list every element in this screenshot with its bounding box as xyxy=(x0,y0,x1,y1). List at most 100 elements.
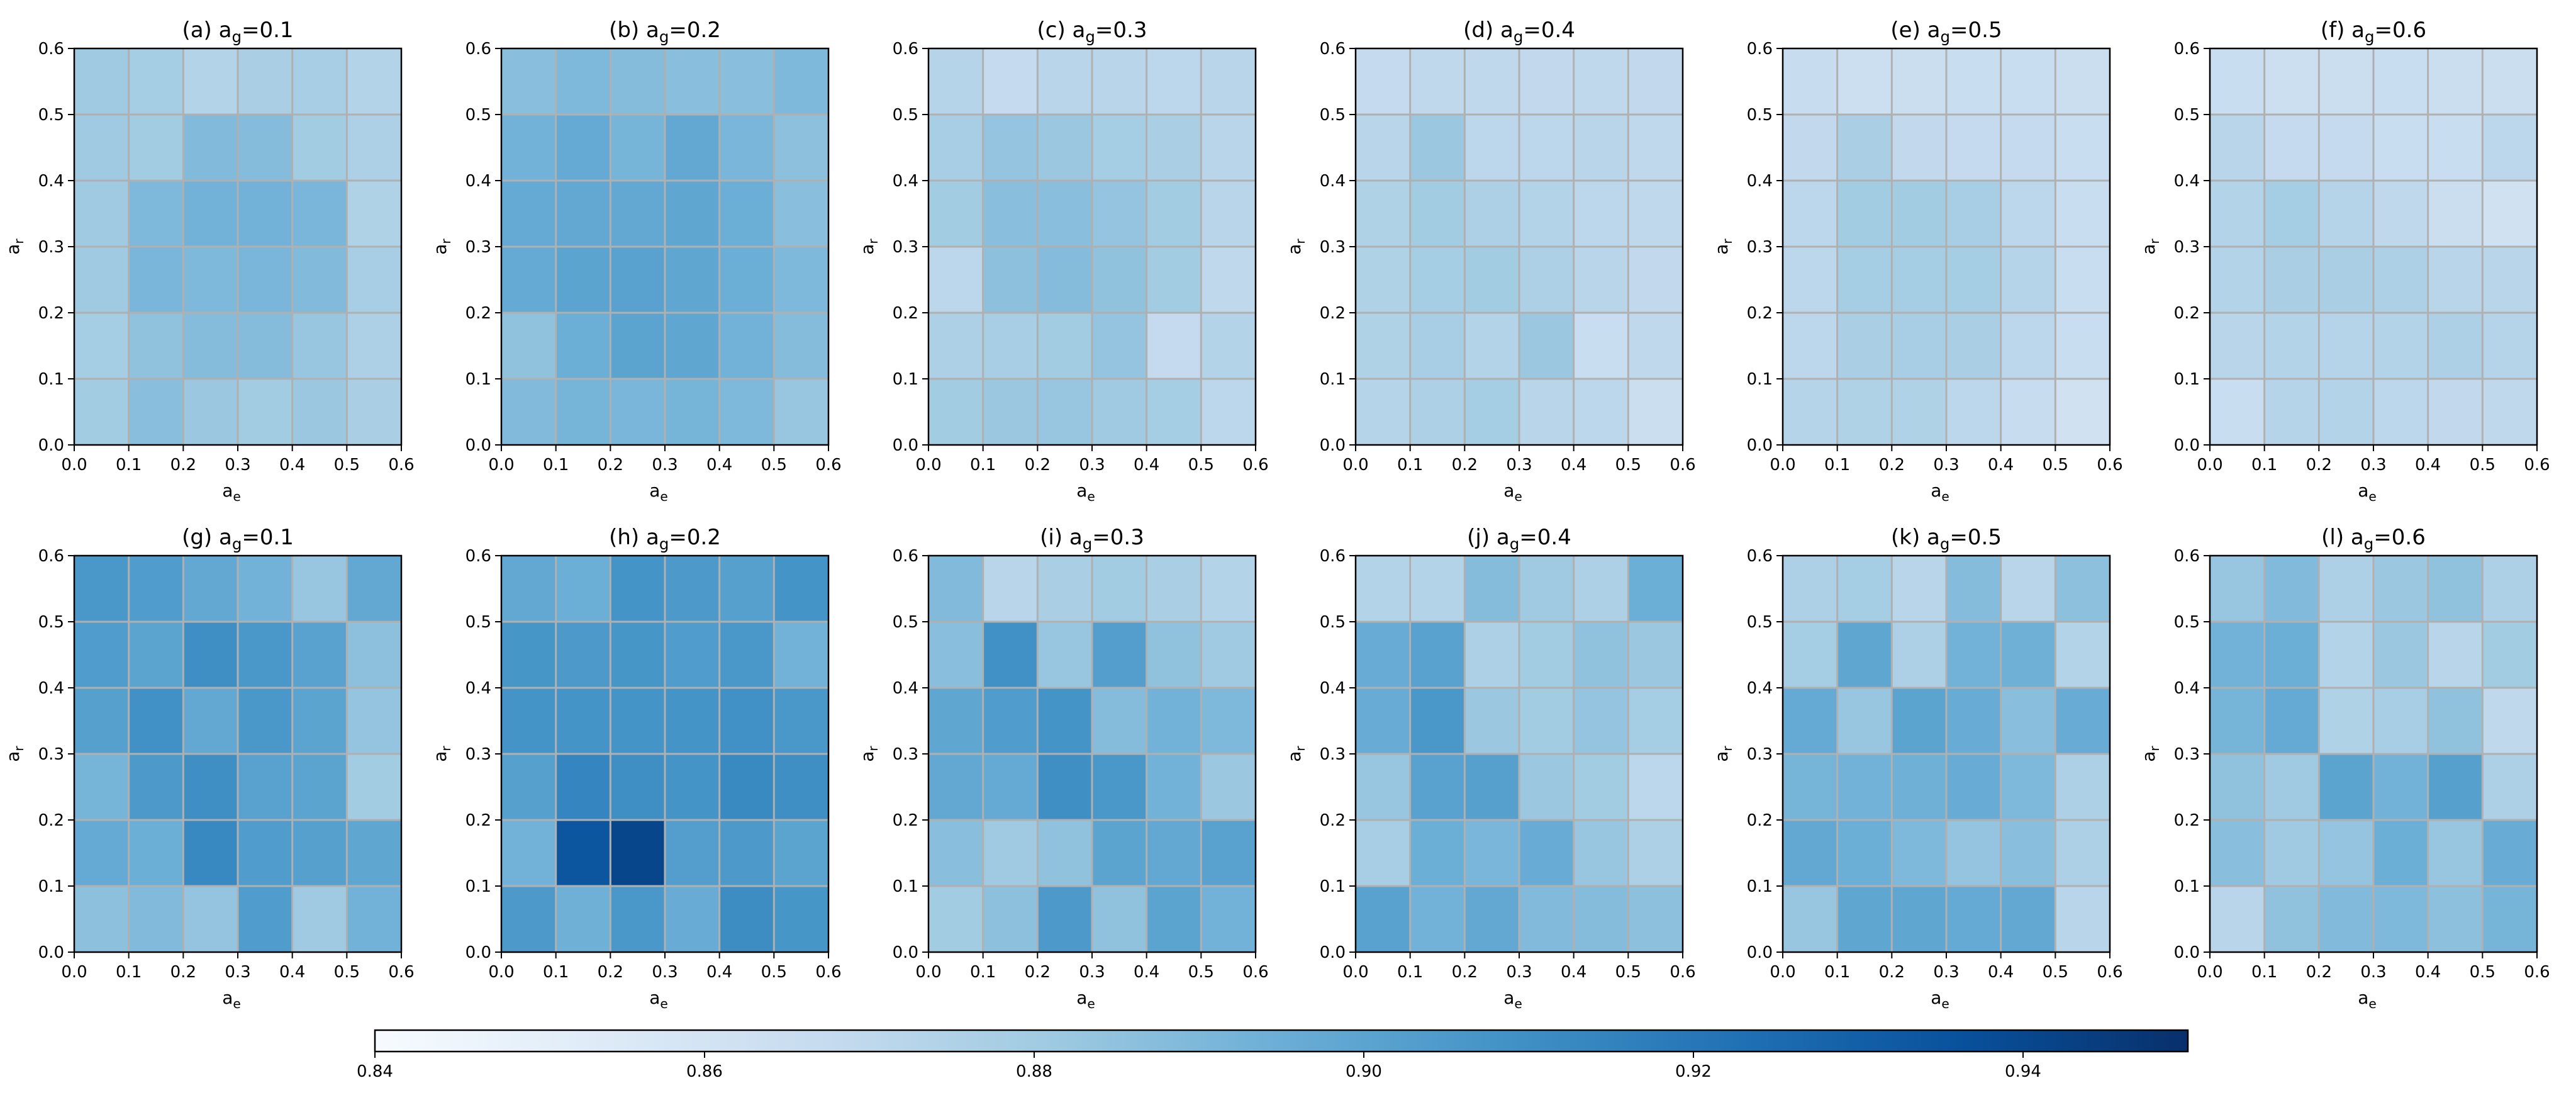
heatmap-cell xyxy=(2210,688,2265,755)
y-tick-label: 0.6 xyxy=(466,40,491,59)
x-tick-label: 0.3 xyxy=(2360,963,2386,982)
heatmap-cell xyxy=(1837,820,1892,887)
y-axis-label: ar xyxy=(2138,239,2162,255)
heatmap-cell xyxy=(2210,48,2265,115)
heatmap-cell xyxy=(1464,115,1520,181)
panel-title: (d) ag=0.4 xyxy=(1463,18,1575,46)
heatmap-cell xyxy=(665,886,720,953)
heatmap-cell xyxy=(2482,379,2538,446)
x-tick-label: 0.1 xyxy=(1397,456,1423,474)
x-tick-label: 0.0 xyxy=(1342,963,1368,982)
heatmap-cell xyxy=(1892,115,1947,181)
heatmap-cell xyxy=(2319,379,2374,446)
x-tick-label: 0.6 xyxy=(1242,963,1268,982)
heatmap-cell xyxy=(1201,313,1256,379)
heatmap-cell xyxy=(1892,622,1947,688)
heatmap-cell xyxy=(2055,181,2110,247)
heatmap-cell xyxy=(983,820,1038,887)
heatmap-cell xyxy=(2373,247,2429,313)
heatmap-panel: 0.0 0.1 0.2 0.3 0.4 0.5 0.6 0.0 0.1 0.2 0.3 0.4 0.5 0… xyxy=(1284,525,1696,1011)
heatmap-cell xyxy=(1092,622,1147,688)
heatmap-cell xyxy=(928,820,984,887)
colorbar-tick-label: 0.88 xyxy=(1016,1062,1052,1081)
heatmap-cell xyxy=(1201,48,1256,115)
heatmap-cell xyxy=(2373,48,2429,115)
heatmap-cell xyxy=(2428,820,2483,887)
heatmap-cell xyxy=(1092,115,1147,181)
y-tick-label: 0.0 xyxy=(1747,436,1773,455)
heatmap-cell xyxy=(665,115,720,181)
heatmap-cell xyxy=(1037,247,1093,313)
heatmap-cell xyxy=(1092,181,1147,247)
x-axis-label: ae xyxy=(2358,987,2377,1011)
heatmap-cell xyxy=(2210,886,2265,953)
y-tick-label: 0.4 xyxy=(1320,172,1346,191)
heatmap-cell xyxy=(1573,181,1629,247)
heatmap-cell xyxy=(665,379,720,446)
heatmap-cell xyxy=(928,379,984,446)
heatmap-cell xyxy=(2319,247,2374,313)
heatmap-cell xyxy=(292,754,347,821)
y-tick-label: 0.6 xyxy=(466,547,491,566)
heatmap-cell xyxy=(1837,622,1892,688)
y-tick-label: 0.0 xyxy=(1320,943,1346,962)
heatmap-cell xyxy=(1464,886,1520,953)
heatmap-cell xyxy=(1519,556,1575,622)
y-tick-label: 0.4 xyxy=(1747,172,1773,191)
heatmap-cell xyxy=(2482,820,2538,887)
heatmap-cell xyxy=(2264,688,2319,755)
y-tick-label: 0.3 xyxy=(2174,745,2200,764)
heatmap-cell xyxy=(2373,556,2429,622)
heatmap-cell xyxy=(1464,48,1520,115)
heatmap-cell xyxy=(238,820,293,887)
y-tick-label: 0.6 xyxy=(1320,547,1346,566)
heatmap-cell xyxy=(1037,622,1093,688)
heatmap-cell xyxy=(2210,754,2265,821)
heatmap-cell xyxy=(2373,313,2429,379)
heatmap-cell xyxy=(1356,754,1411,821)
x-tick-label: 0.4 xyxy=(1988,963,2014,982)
heatmap-cell xyxy=(1837,556,1892,622)
heatmap-cell xyxy=(74,313,130,379)
y-axis-label: ar xyxy=(1284,239,1308,255)
heatmap-cell xyxy=(1410,181,1465,247)
heatmap-cell xyxy=(1146,688,1202,755)
heatmap-cell xyxy=(665,820,720,887)
heatmap-cell xyxy=(183,754,238,821)
heatmap-cell xyxy=(2428,181,2483,247)
y-tick-label: 0.1 xyxy=(2174,370,2200,389)
heatmap-cell xyxy=(1628,820,1683,887)
heatmap-cell xyxy=(1146,886,1202,953)
heatmap-panel: 0.0 0.1 0.2 0.3 0.4 0.5 0.6 0.0 0.1 0.2 0.3 0.4 0.5 0… xyxy=(3,18,415,504)
heatmap-cell xyxy=(2055,115,2110,181)
heatmap-cell xyxy=(1837,247,1892,313)
x-tick-label: 0.0 xyxy=(1342,456,1368,474)
heatmap-cell xyxy=(2428,622,2483,688)
x-tick-label: 0.6 xyxy=(815,963,841,982)
panel-title: (h) ag=0.2 xyxy=(609,525,721,553)
heatmap-cell xyxy=(501,379,557,446)
heatmap-cell xyxy=(555,48,611,115)
heatmap-cell xyxy=(2210,379,2265,446)
x-tick-label: 0.0 xyxy=(488,963,514,982)
y-tick-label: 0.0 xyxy=(893,436,918,455)
x-axis-label: ae xyxy=(1076,987,1095,1011)
x-tick-label: 0.6 xyxy=(2097,456,2122,474)
panel-title: (a) ag=0.1 xyxy=(182,18,293,46)
heatmap-cell xyxy=(610,379,666,446)
heatmap-cell xyxy=(1356,379,1411,446)
heatmap-cell xyxy=(2055,622,2110,688)
x-tick-label: 0.1 xyxy=(543,456,569,474)
heatmap-cell xyxy=(1201,886,1256,953)
heatmap-cell xyxy=(2428,48,2483,115)
heatmap-cell xyxy=(128,247,184,313)
heatmap-cell xyxy=(2264,247,2319,313)
heatmap-cell xyxy=(665,688,720,755)
y-tick-label: 0.1 xyxy=(38,877,64,896)
y-tick-label: 0.5 xyxy=(38,106,64,125)
heatmap-cell xyxy=(555,247,611,313)
heatmap-cell xyxy=(555,886,611,953)
heatmap-cell xyxy=(183,181,238,247)
heatmap-cell xyxy=(2264,181,2319,247)
